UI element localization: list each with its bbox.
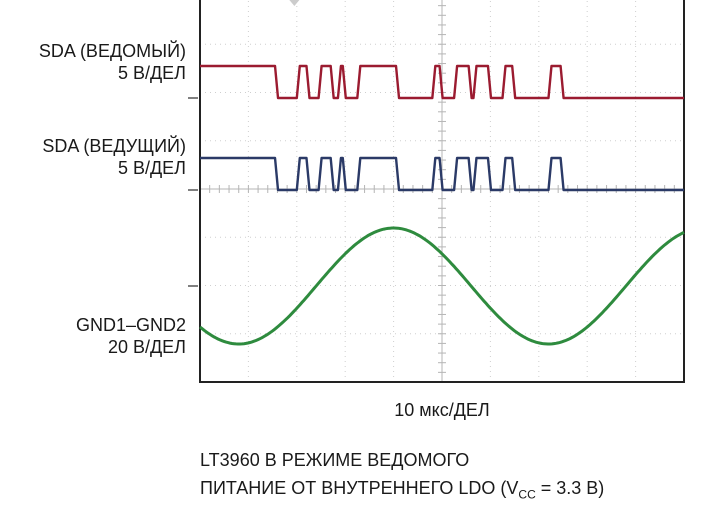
caption: LT3960 В РЕЖИМЕ ВЕДОМОГО ПИТАНИЕ ОТ ВНУТ…	[200, 446, 604, 509]
caption-line-2: ПИТАНИЕ ОТ ВНУТРЕННЕГО LDO (VCC = 3.3 В)	[200, 474, 604, 509]
traces	[188, 64, 685, 346]
label-gnd-name: GND1–GND2	[75, 315, 186, 335]
label-gnd-scale: 20 В/ДЕЛ	[107, 337, 186, 357]
caption-line-2-pre: ПИТАНИЕ ОТ ВНУТРЕННЕГО LDO (V	[200, 478, 519, 498]
label-sda-slave-scale: 5 В/ДЕЛ	[117, 63, 186, 83]
trace-gnd-diff	[199, 226, 685, 346]
label-sda-master-scale: 5 В/ДЕЛ	[117, 158, 186, 178]
label-sda-master: SDA (ВЕДУЩИЙ) 5 В/ДЕЛ	[0, 135, 186, 179]
label-sda-slave-name: SDA (ВЕДОМЫЙ)	[38, 41, 186, 61]
trace-sda-slave	[200, 64, 684, 100]
x-axis-label: 10 мкс/ДЕЛ	[394, 400, 490, 420]
label-gnd: GND1–GND2 20 В/ДЕЛ	[0, 314, 186, 358]
label-sda-slave: SDA (ВЕДОМЫЙ) 5 В/ДЕЛ	[0, 40, 186, 84]
trace-sda-master	[200, 156, 684, 192]
caption-line-2-post: = 3.3 В)	[535, 478, 605, 498]
label-sda-master-name: SDA (ВЕДУЩИЙ)	[42, 136, 186, 156]
caption-line-2-sub: CC	[518, 487, 536, 502]
caption-line-1: LT3960 В РЕЖИМЕ ВЕДОМОГО	[200, 450, 470, 470]
trigger-marker	[289, 0, 300, 6]
